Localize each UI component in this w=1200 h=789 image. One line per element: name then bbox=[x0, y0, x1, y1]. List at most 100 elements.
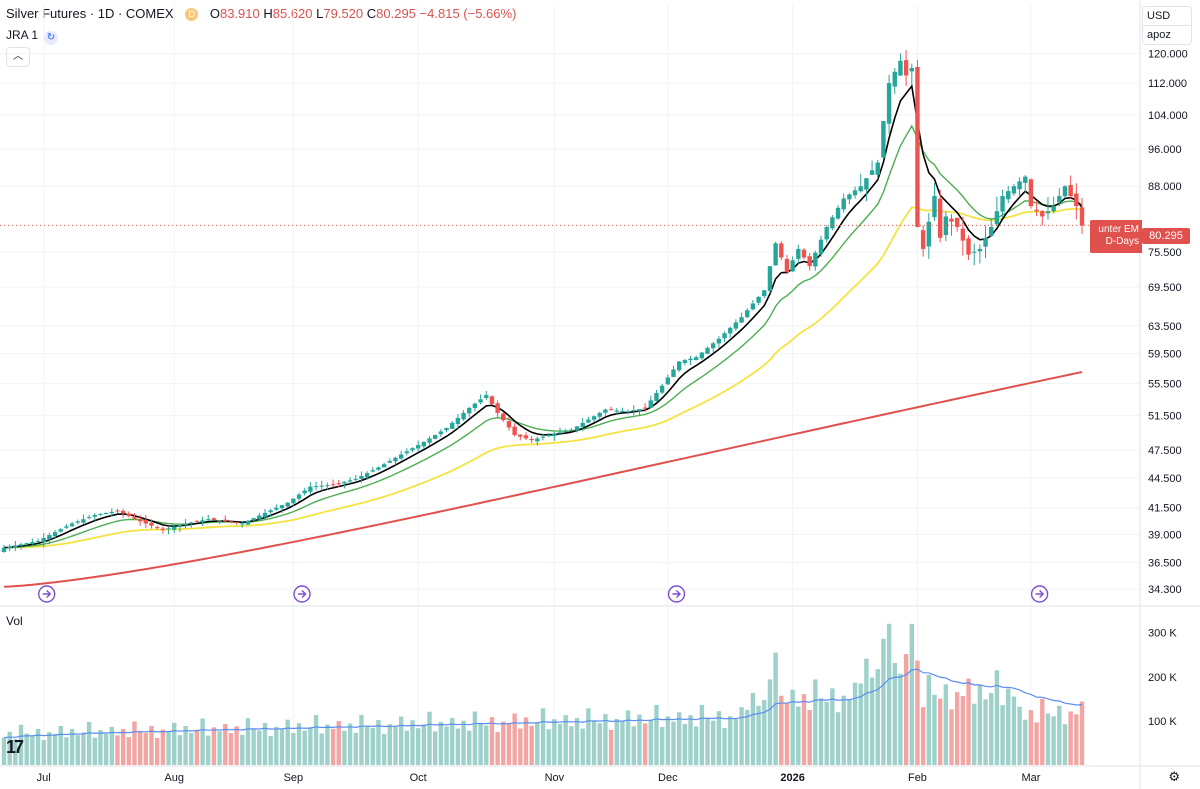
volume-bar bbox=[285, 719, 290, 765]
candle-body bbox=[398, 454, 404, 459]
candle-body bbox=[1034, 209, 1039, 212]
close-value: 80.295 bbox=[376, 6, 416, 21]
currency-selector[interactable]: USD apoz bbox=[1142, 6, 1192, 45]
candle-body bbox=[427, 438, 432, 443]
volume-bar bbox=[563, 715, 568, 765]
candle-body bbox=[279, 505, 285, 509]
volume-bar bbox=[404, 730, 410, 765]
volume-bar bbox=[217, 731, 222, 765]
candle-body bbox=[404, 451, 410, 454]
candle-body bbox=[342, 481, 347, 484]
tradingview-logo[interactable]: 17 bbox=[6, 737, 24, 757]
candle-body bbox=[149, 522, 154, 526]
low-value: 79.520 bbox=[323, 6, 364, 21]
volume-bar bbox=[58, 725, 63, 765]
volume-bar bbox=[245, 718, 251, 765]
candle-body bbox=[137, 519, 143, 522]
candle-body bbox=[115, 510, 120, 512]
candle-body bbox=[103, 512, 109, 515]
ema-short-line bbox=[3, 84, 1083, 549]
candle-body bbox=[291, 498, 296, 504]
candle-body bbox=[410, 448, 415, 451]
currency-value[interactable]: USD bbox=[1147, 10, 1171, 22]
candle-body bbox=[756, 296, 761, 303]
volume-bar bbox=[858, 683, 863, 765]
candle-body bbox=[932, 196, 937, 218]
candle-body bbox=[228, 521, 234, 523]
price-tick-label: 69.500 bbox=[1148, 282, 1182, 294]
candle-body bbox=[1011, 186, 1017, 194]
indicator-row[interactable]: JRA 1 ↻ bbox=[6, 28, 59, 45]
volume-bar bbox=[1017, 706, 1022, 765]
volume-bar bbox=[1051, 716, 1056, 765]
candle-body bbox=[813, 252, 818, 267]
volume-bar bbox=[756, 705, 761, 765]
candle-body bbox=[245, 520, 251, 525]
volume-bar bbox=[115, 735, 120, 765]
volume-bar bbox=[898, 673, 903, 765]
collapse-chevron-icon[interactable]: ︿ bbox=[6, 47, 30, 67]
candle-body bbox=[86, 517, 92, 519]
volume-bar bbox=[512, 713, 517, 765]
volume-bar bbox=[86, 721, 92, 765]
candle-body bbox=[387, 460, 393, 463]
candle-body bbox=[319, 485, 324, 487]
candle-body bbox=[336, 483, 341, 485]
volume-bar bbox=[109, 726, 114, 765]
candle-body bbox=[501, 413, 506, 421]
candle-body bbox=[915, 67, 920, 227]
candle-body bbox=[648, 400, 653, 408]
candle-body bbox=[370, 470, 375, 472]
volume-bar bbox=[586, 708, 591, 765]
volume-bar bbox=[92, 737, 97, 765]
candle-body bbox=[580, 422, 585, 427]
time-tick-label: Feb bbox=[908, 772, 927, 784]
candle-body bbox=[257, 515, 262, 520]
volume-bar bbox=[552, 719, 557, 765]
candle-body bbox=[926, 221, 932, 247]
volume-bar bbox=[364, 725, 370, 765]
volume-bar bbox=[977, 685, 983, 765]
candle-body bbox=[563, 431, 568, 433]
volume-bar bbox=[926, 674, 932, 765]
volume-bar bbox=[608, 729, 614, 765]
candle-body bbox=[625, 411, 631, 413]
volume-bar bbox=[47, 732, 52, 765]
refresh-icon[interactable]: ↻ bbox=[44, 31, 59, 45]
candle-body bbox=[1, 547, 7, 553]
candle-body bbox=[359, 475, 364, 480]
volume-bar bbox=[506, 723, 512, 765]
volume-bar bbox=[954, 692, 960, 765]
symbol-title[interactable]: Silver Futures · 1D · COMEX bbox=[6, 6, 174, 21]
candle-body bbox=[1028, 179, 1034, 207]
candle-body bbox=[217, 520, 222, 522]
candle-body bbox=[194, 521, 200, 523]
candle-body bbox=[120, 510, 126, 514]
volume-bar bbox=[7, 731, 12, 765]
volume-bar bbox=[1045, 713, 1051, 765]
unit-value[interactable]: apoz bbox=[1143, 25, 1191, 44]
candle-body bbox=[211, 518, 217, 520]
alert-tag[interactable]: unter EM D-Days bbox=[1090, 220, 1142, 253]
volume-bar bbox=[949, 709, 954, 765]
volume-bar bbox=[892, 662, 897, 765]
volume-bar bbox=[699, 704, 705, 765]
candle-body bbox=[699, 352, 705, 359]
symbol-header: Silver Futures · 1D · COMEX D O83.910 H8… bbox=[6, 6, 516, 21]
volume-bar bbox=[149, 725, 154, 765]
volume-bar bbox=[302, 730, 307, 765]
indicator-label[interactable]: JRA 1 bbox=[6, 28, 39, 42]
ema-mid-line bbox=[3, 124, 1083, 549]
volume-bar bbox=[194, 729, 200, 765]
volume-bar bbox=[103, 733, 109, 765]
candle-body bbox=[818, 239, 824, 254]
volume-bar bbox=[427, 711, 432, 765]
gear-icon[interactable]: ⚙ bbox=[1168, 769, 1180, 784]
volume-bar bbox=[1, 737, 7, 765]
time-tick-label: Oct bbox=[410, 772, 427, 784]
candle-body bbox=[177, 525, 183, 527]
candle-body bbox=[983, 237, 988, 247]
volume-bar bbox=[450, 718, 455, 765]
price-tick-label: 47.500 bbox=[1148, 445, 1182, 457]
